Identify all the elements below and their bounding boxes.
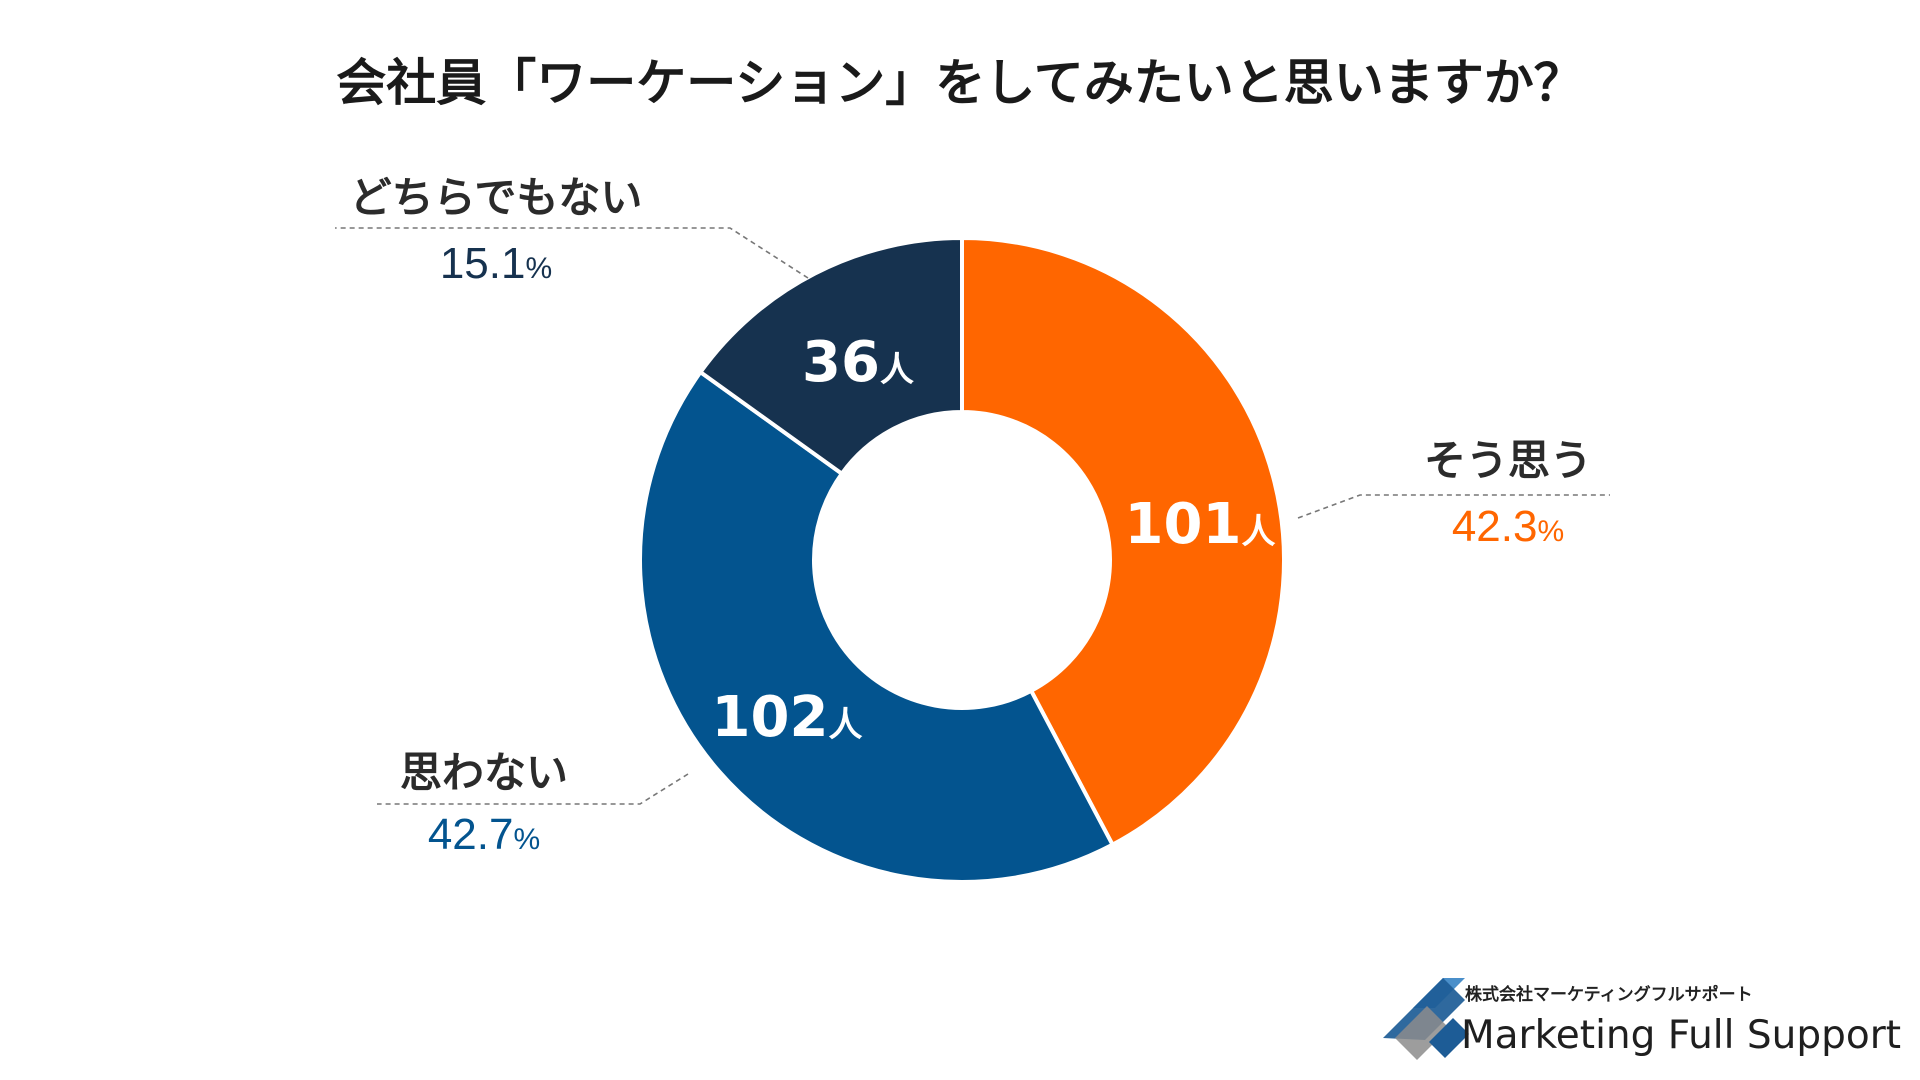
logo-mark-icon [1383,978,1469,1060]
slice-dochiratemonai [697,235,964,477]
logo-company-en: Marketing Full Support [1461,1013,1901,1058]
donut-slices [638,235,1286,884]
slice-sou-omou [960,235,1286,848]
leader-line-omowanai [377,773,689,805]
category-label-omowanai: 思わない [400,748,568,797]
chart-title: 会社員「ワーケーション」をしてみたいと思いますか？ [336,54,1584,112]
percent-label-dochiratemonai: 15.1% [440,239,552,288]
leader-line-sou-omou [1297,494,1610,519]
category-label-dochiratemonai: どちらでもない [350,173,643,222]
percent-label-omowanai: 42.7% [428,810,540,859]
leader-line-dochiratemonai [335,227,809,279]
category-label-sou-omou: そう思う [1424,436,1592,485]
count-label-omowanai: 102人 [712,685,863,750]
logo-company-jp: 株式会社マーケティングフルサポート [1465,984,1753,1005]
count-label-dochiratemonai: 36人 [802,330,914,395]
slice-omowanai [638,369,1116,884]
count-label-sou-omou: 101人 [1125,492,1276,557]
percent-label-sou-omou: 42.3% [1452,502,1564,551]
company-logo: 株式会社マーケティングフルサポート Marketing Full Support [1383,978,1901,1060]
